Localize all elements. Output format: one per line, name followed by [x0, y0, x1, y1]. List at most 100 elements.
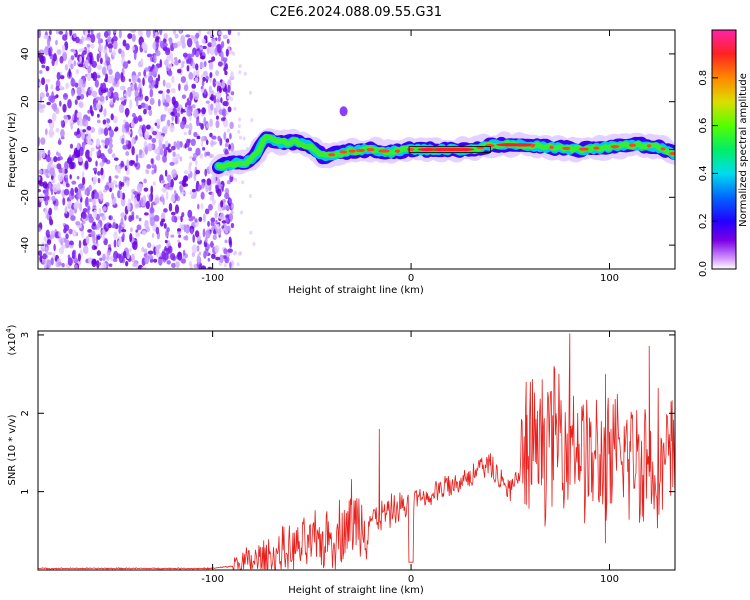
x-tick-label: 0 [408, 574, 414, 585]
noise-speckle [45, 79, 51, 83]
noise-speckle [142, 195, 147, 204]
noise-speckle [130, 30, 136, 33]
noise-speckle [67, 99, 72, 109]
noise-speckle [135, 203, 140, 208]
noise-speckle [74, 131, 78, 136]
noise-speckle [88, 184, 92, 192]
noise-speckle [170, 145, 176, 151]
noise-speckle [60, 128, 65, 138]
noise-speckle [171, 157, 178, 162]
ridge-peak [562, 146, 571, 151]
noise-speckle [125, 139, 129, 145]
noise-speckle [143, 212, 149, 216]
noise-speckle [99, 193, 104, 202]
noise-speckle [151, 233, 155, 238]
noise-speckle [202, 76, 207, 82]
noise-speckle [229, 132, 232, 140]
noise-speckle [56, 163, 62, 170]
noise-speckle [71, 154, 75, 161]
noise-speckle [177, 241, 182, 249]
noise-speckle [127, 202, 131, 212]
noise-speckle [99, 95, 105, 102]
noise-speckle [139, 88, 142, 98]
noise-speckle [88, 213, 93, 219]
noise-speckle [147, 75, 154, 84]
noise-speckle [220, 117, 226, 122]
noise-speckle [212, 234, 217, 241]
noise-speckle [215, 69, 220, 77]
y-tick-label: -40 [20, 237, 31, 253]
noise-speckle [121, 137, 125, 145]
noise-speckle [114, 184, 118, 188]
noise-speckle [209, 62, 213, 70]
noise-speckle [78, 101, 84, 109]
noise-speckle [165, 94, 169, 99]
noise-speckle [177, 251, 183, 261]
noise-speckle [182, 249, 186, 256]
noise-speckle [111, 224, 117, 229]
noise-speckle [85, 235, 90, 245]
noise-speckle [102, 253, 106, 262]
noise-speckle [129, 247, 132, 252]
noise-speckle [187, 209, 193, 219]
noise-speckle [170, 87, 176, 94]
noise-speckle [185, 138, 190, 148]
noise-speckle [113, 157, 119, 161]
y-tick-label: -20 [20, 189, 31, 205]
x-tick-label: -100 [201, 273, 224, 284]
snr-scale-exponent: 4 [5, 328, 13, 333]
noise-speckle [96, 150, 101, 157]
noise-speckle [164, 169, 168, 177]
noise-speckle [48, 47, 51, 57]
y-tick-label: 40 [20, 48, 31, 61]
noise-speckle [229, 142, 235, 152]
noise-speckle [46, 259, 52, 269]
noise-speckle [122, 250, 127, 259]
noise-speckle [118, 48, 122, 54]
noise-speckle [188, 122, 193, 132]
noise-speckle [240, 210, 244, 215]
noise-speckle [108, 68, 113, 76]
noise-speckle [50, 175, 54, 180]
noise-speckle [41, 260, 46, 265]
noise-speckle [222, 108, 227, 117]
noise-speckle [131, 74, 137, 84]
noise-speckle [59, 75, 65, 80]
noise-speckle [144, 219, 149, 229]
noise-speckle [174, 56, 178, 61]
noise-speckle [230, 210, 234, 215]
noise-speckle [106, 250, 109, 261]
noise-speckle [41, 150, 46, 159]
noise-speckle [112, 115, 118, 124]
noise-speckle [237, 129, 241, 134]
noise-speckle [185, 224, 190, 234]
noise-speckle [216, 223, 220, 230]
noise-speckle [196, 69, 199, 78]
noise-speckle [219, 254, 224, 264]
noise-speckle [227, 106, 232, 113]
noise-speckle [209, 30, 213, 38]
noise-speckle [180, 35, 186, 44]
noise-speckle [208, 153, 214, 159]
noise-speckle [82, 245, 89, 255]
noise-speckle [88, 51, 93, 58]
noise-speckle [190, 263, 193, 269]
noise-speckle [194, 77, 199, 83]
noise-speckle [39, 181, 45, 187]
noise-speckle [120, 197, 126, 207]
noise-speckle [58, 85, 64, 89]
noise-speckle [167, 245, 173, 254]
snr-scale-label: (x104) [5, 324, 18, 355]
noise-speckle [137, 78, 141, 83]
noise-speckle [224, 239, 228, 244]
noise-speckle [102, 206, 107, 212]
noise-speckle [169, 124, 175, 133]
noise-speckle [189, 91, 193, 101]
noise-speckle [98, 52, 102, 58]
noise-speckle [210, 175, 216, 185]
noise-speckle [102, 232, 105, 242]
noise-speckle [174, 115, 178, 125]
noise-speckle [70, 215, 76, 222]
ridge-peak [366, 147, 375, 152]
ridge-peak [378, 149, 390, 153]
